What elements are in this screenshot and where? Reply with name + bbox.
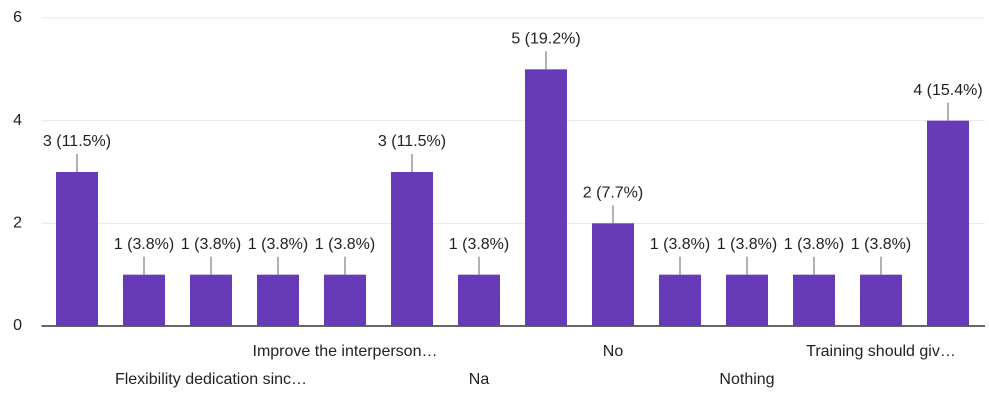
x-tick-label: No (603, 343, 624, 360)
bar (56, 172, 98, 326)
bar (592, 223, 634, 326)
bar (860, 274, 902, 326)
value-label: 5 (19.2%) (511, 31, 580, 48)
bar (391, 172, 433, 326)
value-label: 1 (3.8%) (248, 236, 308, 253)
value-label: 1 (3.8%) (114, 236, 174, 253)
bar (525, 69, 567, 326)
x-tick-label: Improve the interperson… (253, 343, 438, 360)
y-tick-label: 0 (13, 317, 22, 334)
value-label: 1 (3.8%) (784, 236, 844, 253)
value-label: 4 (15.4%) (913, 82, 982, 99)
bar (726, 274, 768, 326)
x-tick-label: Nothing (719, 371, 774, 388)
y-tick-label: 4 (13, 112, 22, 129)
value-label: 1 (3.8%) (851, 236, 911, 253)
x-tick-label: Flexibility dedication sinc… (115, 371, 307, 388)
bar (123, 274, 165, 326)
value-label: 1 (3.8%) (717, 236, 777, 253)
value-label: 2 (7.7%) (583, 185, 643, 202)
value-label: 1 (3.8%) (181, 236, 241, 253)
value-label: 1 (3.8%) (449, 236, 509, 253)
bar (793, 274, 835, 326)
x-tick-label: Na (469, 371, 490, 388)
bar (257, 274, 299, 326)
bar (927, 120, 969, 327)
value-label: 1 (3.8%) (315, 236, 375, 253)
x-tick-label: Training should giv… (806, 343, 956, 360)
y-tick-label: 2 (13, 215, 22, 232)
bar (324, 274, 366, 326)
y-tick-label: 6 (13, 9, 22, 26)
value-label: 1 (3.8%) (650, 236, 710, 253)
value-label: 3 (11.5%) (378, 133, 446, 150)
bar (190, 274, 232, 326)
bar (458, 274, 500, 326)
bar (659, 274, 701, 326)
value-label: 3 (11.5%) (43, 133, 111, 150)
